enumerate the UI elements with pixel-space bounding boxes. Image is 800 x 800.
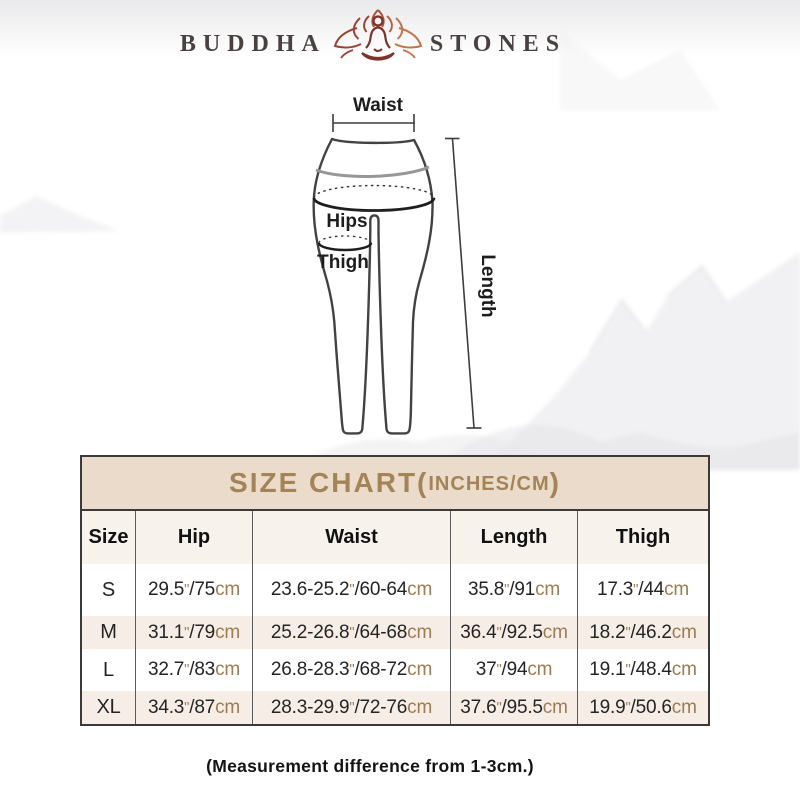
thigh-ellipse-solid [317, 242, 373, 252]
column-header-length: Length [451, 511, 578, 564]
cell-hip: 34.3 "/87 cm [136, 691, 253, 724]
waistband-seam [315, 165, 430, 178]
waist-measure-line [332, 114, 415, 132]
column-header-waist: Waist [253, 511, 451, 564]
hips-ellipse-solid [312, 197, 436, 212]
lotus-icon [333, 9, 423, 61]
waist-label: Waist [353, 95, 403, 116]
cell-hip: 31.1 "/79 cm [136, 616, 253, 649]
thigh-label: Thigh [317, 252, 369, 273]
length-measure-line [445, 137, 482, 429]
cell-size: XL [82, 691, 136, 724]
cell-thigh: 19.9 "/50.6 cm [589, 696, 697, 718]
cell-length: 35.8 "/91 cm [451, 564, 578, 616]
size-chart-table: SIZE CHART(INCHES/CM) Size Hip Waist Len… [80, 455, 710, 726]
table-row: XL 34.3 "/87 cm 28.3-29.9 "/72-76 cm 37.6 "/95.5… [82, 691, 708, 724]
table-row: L 32.7 "/83 cm 26.8-28.3 "/68-72 cm 37 "/94 cm 19.… [82, 649, 708, 691]
table-row: S 29.5 "/75 cm 23.6-25.2 "/60-64 cm 35.8 "/91 cm 1… [82, 564, 708, 616]
cell-thigh: 19.1 "/48.4 cm [589, 659, 697, 680]
size-rows: S 29.5 "/75 cm 23.6-25.2 "/60-64 cm 35.8 "/91 cm 1… [82, 564, 708, 724]
column-header-thigh: Thigh [615, 526, 671, 548]
cell-length: 37.6 "/95.5 cm [451, 691, 578, 724]
cell-hip: 32.7 "/83 cm [136, 649, 253, 691]
mountain-watermark [0, 196, 800, 470]
cell-waist: 25.2-26.8 "/64-68 cm [253, 616, 451, 649]
cell-waist: 26.8-28.3 "/68-72 cm [253, 649, 451, 691]
table-title-unit: INCHES/CM [428, 473, 550, 495]
table-row: M 31.1 "/79 cm 25.2-26.8 "/64-68 cm 36.4 "/92.5 c… [82, 616, 708, 649]
cell-waist: 23.6-25.2 "/60-64 cm [253, 564, 451, 616]
cell-size: L [82, 649, 136, 691]
cell-hip: 29.5 "/75 cm [136, 564, 253, 616]
cell-waist: 28.3-29.9 "/72-76 cm [253, 691, 451, 724]
column-header-size: Size [82, 511, 136, 564]
hips-label: Hips [326, 211, 368, 232]
brand-name-left: BUDDHA [179, 30, 326, 57]
cell-size: S [82, 564, 136, 616]
length-label: Length [477, 254, 498, 318]
thigh-ellipse-dotted [318, 235, 372, 244]
table-title-close: ) [549, 467, 561, 498]
table-title: SIZE CHART(INCHES/CM) [82, 457, 708, 511]
hips-ellipse-dotted [313, 184, 435, 199]
column-header-hip: Hip [136, 511, 253, 564]
table-title-main: SIZE CHART( [229, 467, 429, 498]
leggings-diagram [312, 114, 482, 435]
cell-length: 37 "/94 cm [451, 649, 578, 691]
cell-size: M [82, 616, 136, 649]
brand-name-right: STONES [429, 30, 567, 57]
measurement-note: (Measurement difference from 1-3cm.) [206, 756, 534, 776]
cell-length: 36.4 "/92.5 cm [451, 616, 578, 649]
cell-thigh: 17.3 "/44 cm [596, 579, 689, 600]
cell-thigh: 18.2 "/46.2 cm [589, 621, 697, 643]
brand-logo: BUDDHA STONES [0, 0, 773, 78]
table-header-row: Size Hip Waist Length Thigh [82, 511, 708, 564]
leggings-outline [312, 137, 434, 435]
